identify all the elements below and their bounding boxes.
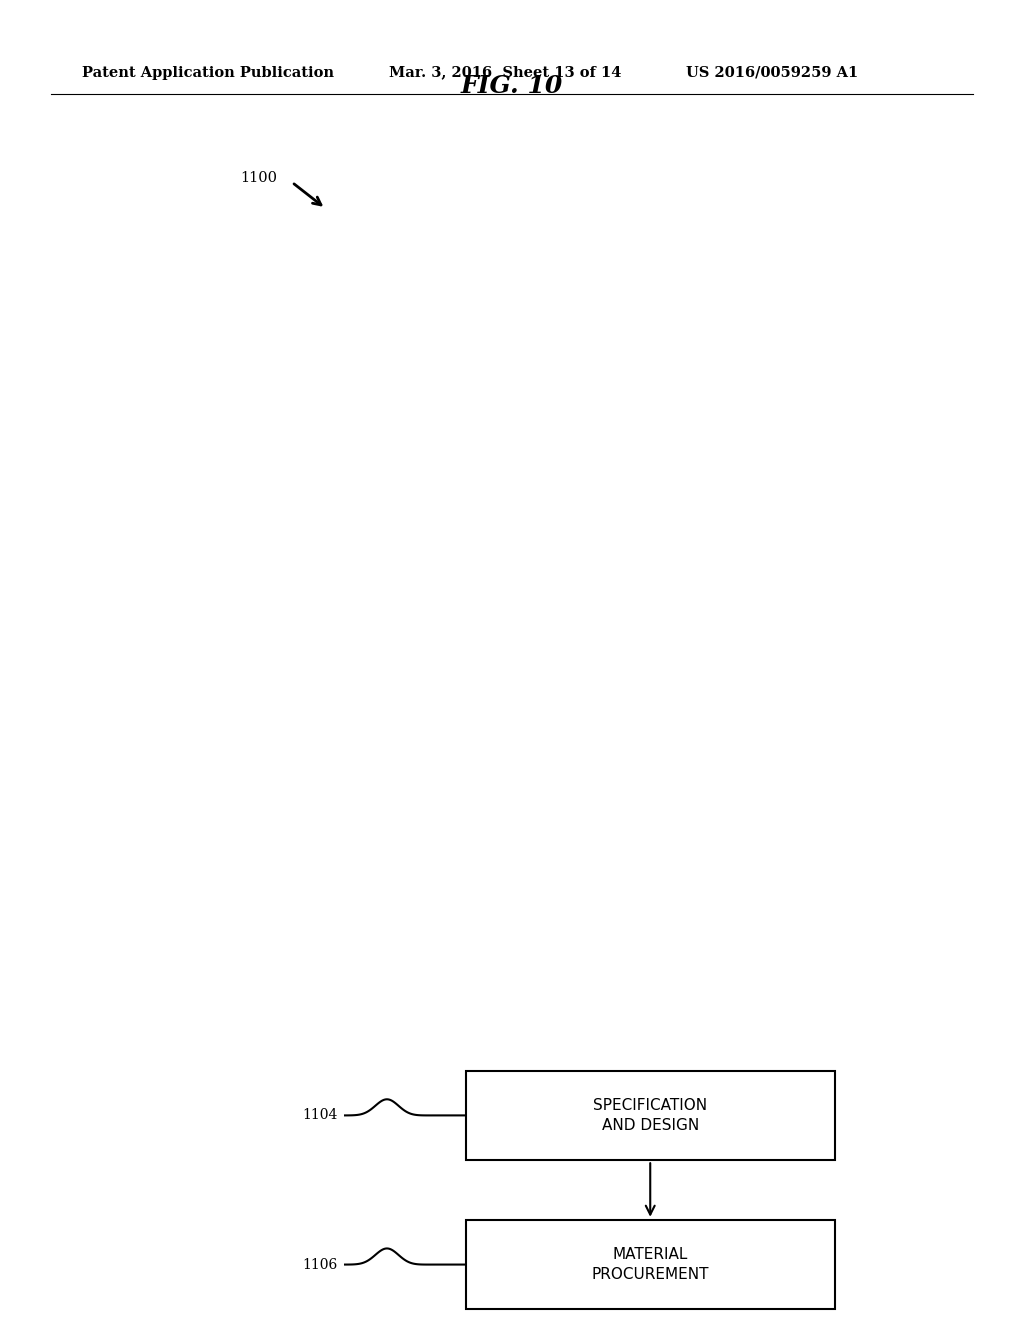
- Text: 1104: 1104: [303, 1109, 338, 1122]
- Text: Mar. 3, 2016  Sheet 13 of 14: Mar. 3, 2016 Sheet 13 of 14: [389, 66, 622, 79]
- Bar: [466, 1071, 835, 1160]
- Text: MATERIAL
PROCUREMENT: MATERIAL PROCUREMENT: [592, 1247, 709, 1282]
- Text: US 2016/0059259 A1: US 2016/0059259 A1: [686, 66, 858, 79]
- Text: SPECIFICATION
AND DESIGN: SPECIFICATION AND DESIGN: [593, 1098, 708, 1133]
- Text: 1100: 1100: [241, 172, 278, 185]
- Text: 1106: 1106: [303, 1258, 338, 1271]
- Text: FIG. 10: FIG. 10: [461, 74, 563, 98]
- Bar: [466, 1220, 835, 1309]
- Text: Patent Application Publication: Patent Application Publication: [82, 66, 334, 79]
